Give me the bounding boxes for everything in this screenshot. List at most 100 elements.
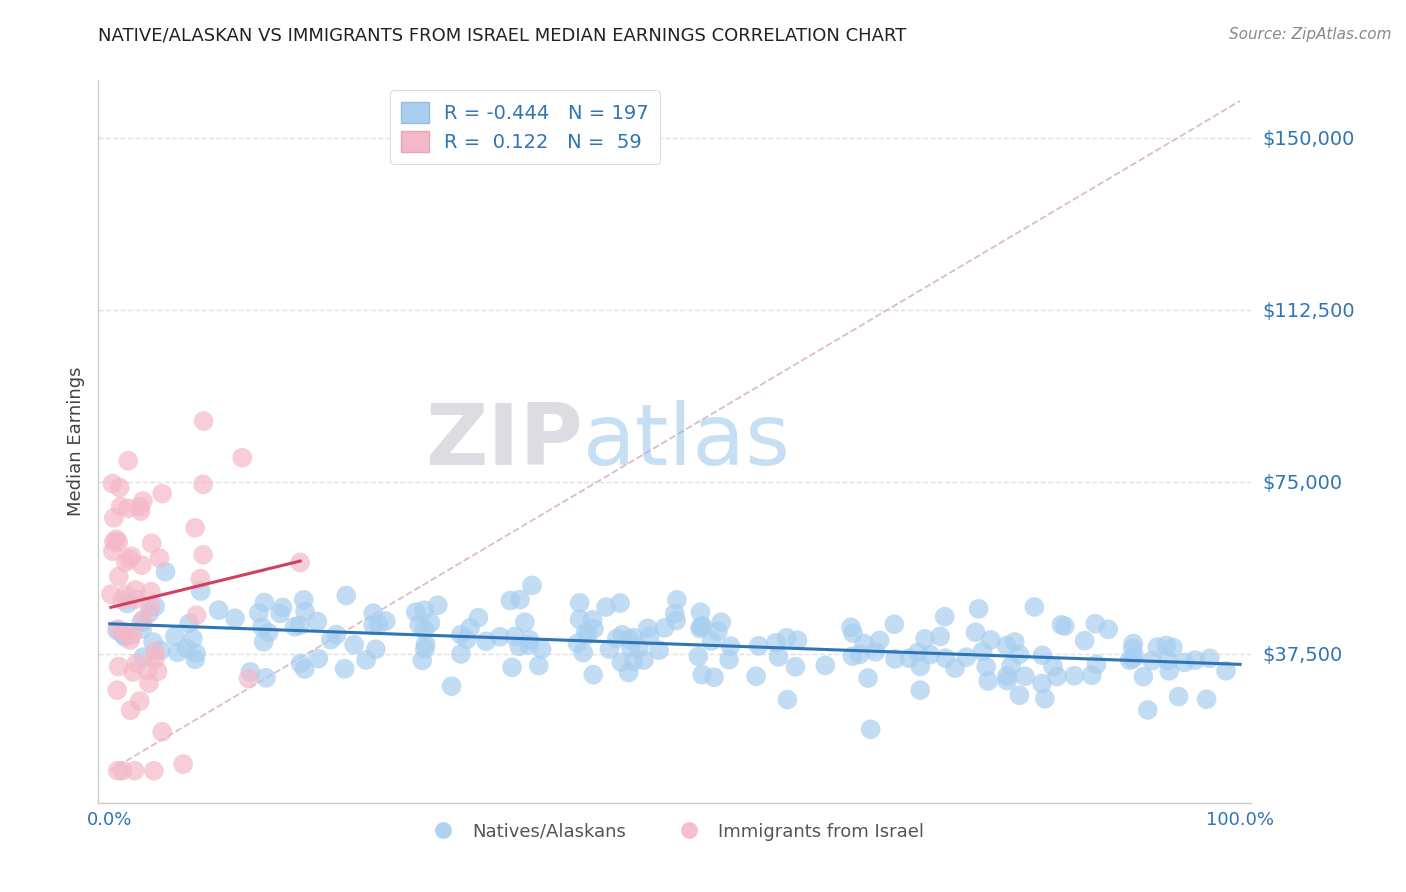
- Point: [374, 614, 396, 628]
- Point: [648, 643, 671, 657]
- Point: [121, 549, 143, 564]
- Point: [665, 614, 688, 628]
- Text: atlas: atlas: [582, 400, 790, 483]
- Point: [623, 631, 645, 645]
- Point: [292, 592, 315, 607]
- Point: [269, 607, 291, 621]
- Point: [247, 606, 270, 620]
- Point: [136, 664, 159, 678]
- Point: [419, 615, 441, 630]
- Point: [364, 642, 387, 657]
- Point: [111, 764, 134, 778]
- Point: [190, 584, 212, 599]
- Point: [929, 629, 952, 643]
- Point: [1004, 635, 1026, 649]
- Point: [207, 603, 229, 617]
- Point: [859, 723, 882, 737]
- Point: [914, 632, 936, 646]
- Point: [609, 596, 631, 610]
- Point: [257, 625, 280, 640]
- Text: ZIP: ZIP: [425, 400, 582, 483]
- Point: [138, 606, 160, 620]
- Point: [841, 649, 863, 664]
- Point: [141, 536, 163, 550]
- Point: [125, 657, 148, 671]
- Point: [623, 655, 645, 669]
- Point: [638, 629, 661, 643]
- Point: [1031, 676, 1053, 690]
- Point: [582, 622, 605, 636]
- Point: [191, 548, 214, 562]
- Point: [627, 640, 650, 655]
- Point: [1142, 654, 1164, 668]
- Point: [307, 615, 329, 629]
- Point: [910, 659, 932, 673]
- Point: [238, 672, 260, 686]
- Point: [139, 584, 162, 599]
- Point: [1159, 664, 1181, 678]
- Point: [1084, 616, 1107, 631]
- Point: [943, 661, 966, 675]
- Point: [193, 414, 215, 428]
- Point: [907, 645, 929, 659]
- Point: [415, 637, 437, 651]
- Point: [1046, 669, 1069, 683]
- Point: [519, 632, 541, 647]
- Point: [842, 626, 865, 640]
- Point: [107, 764, 129, 778]
- Point: [1173, 656, 1195, 670]
- Point: [413, 623, 436, 637]
- Point: [1161, 640, 1184, 655]
- Point: [883, 617, 905, 632]
- Point: [517, 638, 540, 652]
- Point: [103, 534, 125, 549]
- Legend: Natives/Alaskans, Immigrants from Israel: Natives/Alaskans, Immigrants from Israel: [418, 815, 932, 848]
- Point: [112, 625, 135, 640]
- Point: [1008, 648, 1031, 662]
- Point: [785, 660, 807, 674]
- Point: [654, 621, 676, 635]
- Point: [124, 764, 146, 778]
- Point: [143, 599, 166, 614]
- Point: [101, 476, 124, 491]
- Point: [839, 620, 862, 634]
- Point: [125, 592, 148, 607]
- Point: [155, 565, 177, 579]
- Point: [920, 648, 942, 662]
- Point: [617, 665, 640, 680]
- Point: [499, 593, 522, 607]
- Point: [1050, 617, 1073, 632]
- Text: Source: ZipAtlas.com: Source: ZipAtlas.com: [1229, 27, 1392, 42]
- Point: [865, 645, 887, 659]
- Point: [595, 600, 617, 615]
- Point: [132, 613, 155, 627]
- Point: [139, 599, 162, 614]
- Point: [131, 615, 153, 630]
- Point: [575, 625, 598, 640]
- Point: [148, 551, 170, 566]
- Point: [1063, 669, 1085, 683]
- Point: [107, 622, 129, 636]
- Point: [184, 652, 207, 666]
- Point: [108, 569, 131, 583]
- Point: [1146, 640, 1168, 654]
- Point: [150, 724, 173, 739]
- Point: [1167, 690, 1189, 704]
- Point: [1157, 654, 1180, 668]
- Point: [184, 646, 207, 660]
- Point: [107, 659, 129, 673]
- Point: [700, 634, 723, 648]
- Point: [1215, 664, 1237, 678]
- Point: [107, 535, 129, 549]
- Point: [181, 632, 204, 646]
- Point: [294, 662, 316, 676]
- Point: [765, 636, 787, 650]
- Point: [965, 625, 987, 640]
- Point: [458, 621, 481, 635]
- Text: NATIVE/ALASKAN VS IMMIGRANTS FROM ISRAEL MEDIAN EARNINGS CORRELATION CHART: NATIVE/ALASKAN VS IMMIGRANTS FROM ISRAEL…: [98, 27, 907, 45]
- Point: [1081, 668, 1104, 682]
- Point: [1184, 653, 1206, 667]
- Point: [179, 616, 201, 631]
- Point: [250, 620, 273, 634]
- Point: [689, 605, 711, 619]
